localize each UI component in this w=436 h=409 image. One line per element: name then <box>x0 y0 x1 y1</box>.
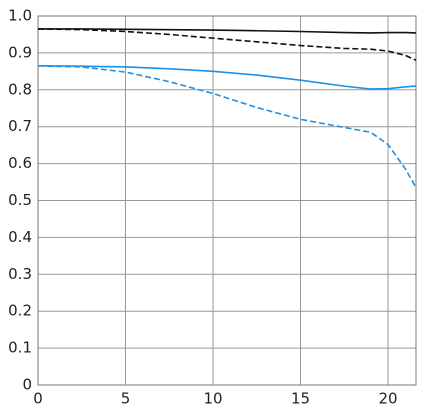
y-tick-label: 0.4 <box>8 228 32 246</box>
x-tick-label: 10 <box>203 390 222 408</box>
series-line <box>37 28 417 62</box>
x-tick-label: 15 <box>291 390 310 408</box>
series-line <box>38 28 417 34</box>
y-tick-label: 0 <box>22 376 32 394</box>
y-tick-label: 0.2 <box>8 302 32 320</box>
y-tick-label: 0.8 <box>8 80 32 98</box>
y-tick-label: 0.3 <box>8 265 32 283</box>
plot-frame <box>37 15 417 386</box>
y-tick-label: 0.7 <box>8 117 32 135</box>
y-tick-label: 0.5 <box>8 191 32 209</box>
x-tick-label: 0 <box>33 390 43 408</box>
series-line <box>37 65 417 188</box>
y-tick-label: 0.1 <box>8 339 32 357</box>
x-tick-label: 20 <box>378 390 397 408</box>
series-line <box>37 65 417 90</box>
y-tick-label: 0.6 <box>8 154 32 172</box>
x-tick-label: 5 <box>121 390 131 408</box>
y-tick-label: 1.0 <box>8 7 32 25</box>
y-tick-label: 0.9 <box>8 43 32 61</box>
